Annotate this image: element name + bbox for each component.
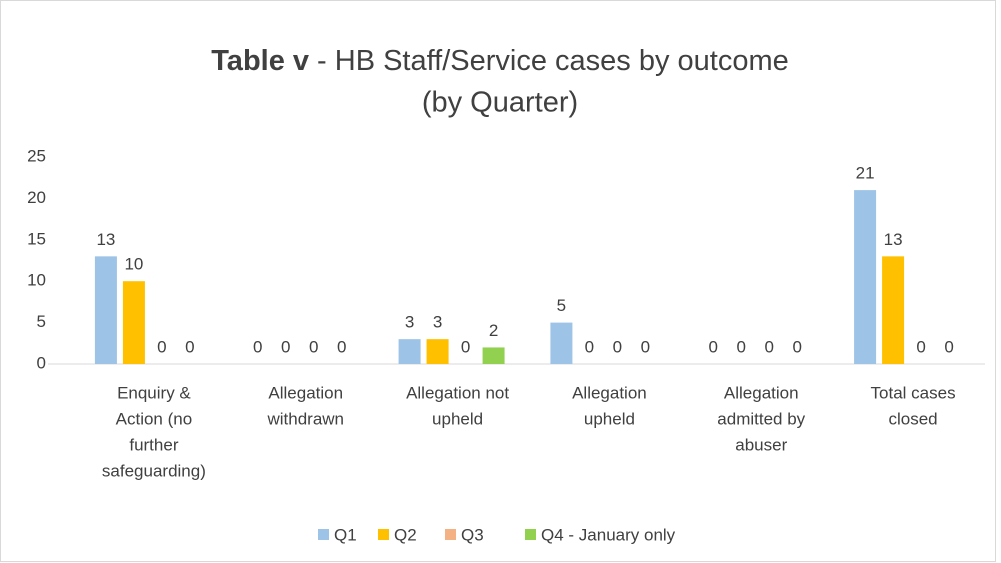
y-tick-label: 15 [27,229,46,248]
data-label: 0 [944,337,953,356]
x-tick-label: admitted by [717,409,805,428]
x-tick-label: withdrawn [266,409,344,428]
bar [94,256,117,364]
legend-label: Q1 [334,525,357,544]
x-tick-label: Allegation [572,383,647,402]
legend-label: Q2 [394,525,417,544]
data-label: 3 [405,313,414,332]
legend-swatch [318,529,329,540]
data-label: 3 [433,313,442,332]
x-tick-label: upheld [584,409,635,428]
data-label: 10 [124,255,143,274]
legend-swatch [525,529,536,540]
x-tick-label: Allegation [724,383,799,402]
data-label: 0 [641,337,650,356]
y-tick-label: 20 [27,188,46,207]
data-label: 0 [737,337,746,356]
data-label: 0 [765,337,774,356]
legend-label: Q4 - January only [541,525,676,544]
data-label: 0 [309,337,318,356]
x-tick-label: Allegation not [406,383,509,402]
x-tick-label: abuser [735,435,787,454]
data-label: 0 [613,337,622,356]
data-label: 2 [489,321,498,340]
title-line1: - HB Staff/Service cases by outcome [317,45,789,77]
y-tick-label: 10 [27,271,46,290]
x-tick-label: Total cases [871,383,956,402]
data-label: 21 [856,164,875,183]
x-tick-label: further [129,435,178,454]
x-tick-label: Action (no [116,409,193,428]
title-bold: Table v [211,45,309,77]
bar [882,256,905,364]
data-label: 0 [281,337,290,356]
x-tick-label: upheld [432,409,483,428]
chart-title: Table v- HB Staff/Service cases by outco… [211,45,789,77]
bar [550,322,573,364]
x-tick-label: safeguarding) [102,461,206,480]
bar [426,339,449,364]
y-tick-label: 0 [37,353,46,372]
legend-swatch [378,529,389,540]
y-tick-label: 25 [27,146,46,165]
bar [482,347,505,364]
bar [122,281,145,364]
data-label: 0 [585,337,594,356]
y-tick-label: 5 [37,312,46,331]
data-label: 0 [253,337,262,356]
legend-swatch [445,529,456,540]
title-line2: (by Quarter) [422,87,578,119]
data-label: 0 [916,337,925,356]
legend-label: Q3 [461,525,484,544]
data-label: 13 [884,230,903,249]
data-label: 0 [793,337,802,356]
data-label: 5 [557,296,566,315]
data-label: 0 [337,337,346,356]
data-label: 0 [461,337,470,356]
data-label: 0 [185,337,194,356]
data-label: 13 [96,230,115,249]
bar [398,339,421,364]
x-tick-label: Allegation [268,383,343,402]
data-label: 0 [157,337,166,356]
data-label: 0 [709,337,718,356]
x-tick-label: Enquiry & [117,383,191,402]
x-tick-label: closed [889,409,938,428]
bar [854,190,877,364]
